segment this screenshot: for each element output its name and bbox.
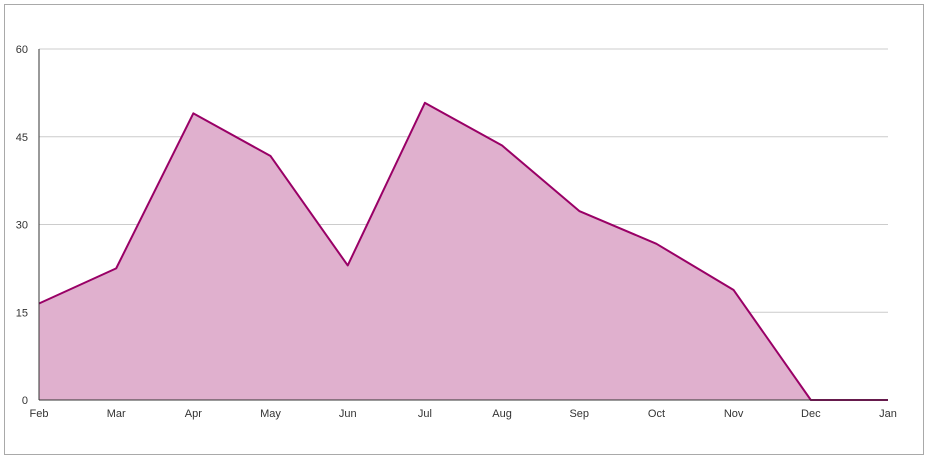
data-point-sep[interactable]	[576, 208, 582, 214]
data-point-jul[interactable]	[422, 100, 428, 106]
data-point-mar[interactable]	[113, 265, 119, 271]
y-tick-label: 60	[16, 44, 28, 56]
y-tick-label: 30	[16, 220, 28, 232]
x-tick-label: Aug	[492, 408, 512, 420]
y-tick-label: 0	[22, 395, 28, 407]
x-tick-label: Dec	[801, 408, 821, 420]
x-tick-label: May	[260, 408, 281, 420]
data-point-may[interactable]	[268, 153, 274, 159]
x-tick-label: Apr	[185, 408, 202, 420]
x-tick-label: Jul	[418, 408, 432, 420]
data-point-nov[interactable]	[731, 287, 737, 293]
axes	[38, 49, 888, 401]
data-point-oct[interactable]	[653, 241, 659, 247]
x-tick-label: Jan	[879, 408, 897, 420]
area-series	[38, 100, 888, 401]
x-tick-label: Oct	[648, 408, 665, 420]
data-point-aug[interactable]	[499, 143, 505, 149]
x-tick-label: Sep	[569, 408, 589, 420]
x-tick-label: Nov	[724, 408, 744, 420]
y-tick-label: 45	[16, 132, 28, 144]
series-line	[38, 101, 888, 401]
y-tick-label: 15	[16, 307, 28, 319]
x-tick-label: Mar	[107, 408, 126, 420]
area-fill	[39, 102, 888, 400]
data-point-apr[interactable]	[190, 110, 196, 116]
data-point-jun[interactable]	[345, 262, 351, 268]
x-tick-label: Feb	[30, 408, 49, 420]
tick-labels: 0 15 30 45 60 Feb Mar Apr May Jun Jul Aug Sep Oct Nov D…	[16, 44, 897, 420]
x-tick-label: Jun	[339, 408, 357, 420]
